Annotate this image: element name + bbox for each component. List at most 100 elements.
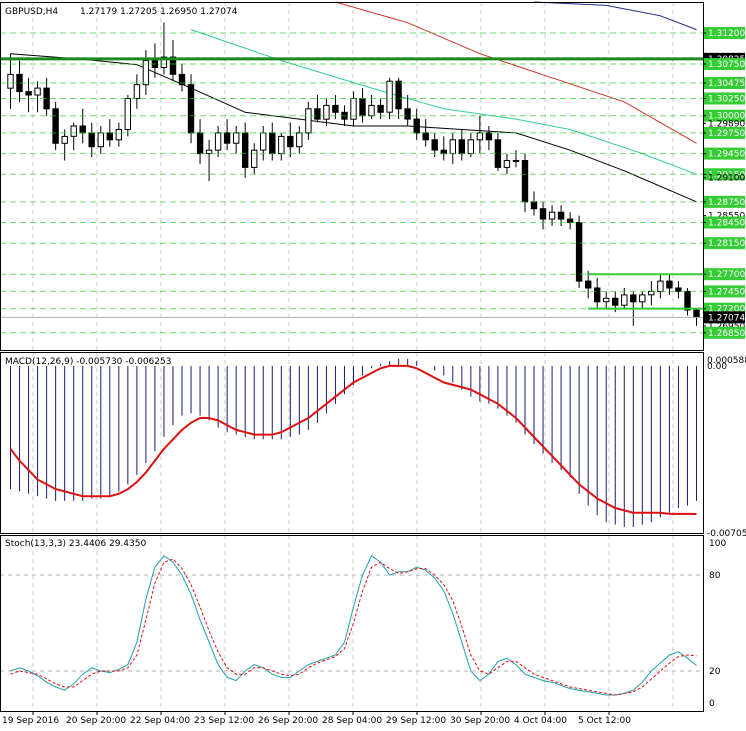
stoch-panel: 100 80 20 0 [0,539,726,709]
price-tick-label: 1.27200 [708,305,745,315]
candle-body [115,129,122,141]
candle-body [70,125,77,137]
candle-body [368,104,375,117]
price-tag-box [704,311,745,324]
time-tick-label: 20 Sep 20:00 [66,716,126,726]
price-tag-box [704,268,745,281]
price-tag-box [704,147,745,160]
horizontal-levels [0,32,737,334]
candle-body [422,132,429,141]
stoch-tick-label: 100 [709,539,726,549]
candle-body [124,98,131,130]
candle-body [34,87,41,96]
time-axis: 19 Sep 2016 20 Sep 20:00 22 Sep 04:00 23 Se… [2,711,631,726]
candle-body [386,80,393,113]
price-axis: 1.312001.308251.307501.304751.302501.300… [703,27,745,339]
candle-body [305,108,312,134]
candle-body [251,149,258,168]
candle-body [79,125,86,134]
candle-body [377,104,384,113]
time-tick-label: 22 Sep 04:00 [130,716,190,726]
panel-border [0,2,704,351]
price-tick-label: 1.29100 [708,174,745,184]
macd-label: MACD(12,26,9) -0.005730 -0.006253 [5,357,171,367]
candle-body [548,211,556,220]
price-tick-label: 1.29750 [708,129,745,139]
candle-body [278,135,285,155]
candle-body [458,139,466,155]
price-tick-label: 1.30475 [708,79,745,89]
candle-body [467,139,475,155]
symbol-label: GBPUSD,H4 [5,7,58,17]
time-tick-label: 5 Oct 12:00 [578,716,631,726]
candle-body [404,108,411,120]
candle-body [205,149,213,155]
candle-body [630,294,637,303]
moving-average-line [533,1,697,31]
price-tick-label: 1.28750 [708,198,745,208]
price-tag-box [704,237,745,250]
candle-body [314,108,321,120]
price-tick-label: 1.26850 [708,329,745,339]
candle-body [233,132,240,144]
candle-body [539,208,547,220]
candle-body [25,91,32,96]
candle-body [287,135,294,148]
candle-body [169,56,177,75]
candle-body [296,132,303,148]
stoch-signal-line [10,558,697,696]
price-tag-box [704,109,745,122]
candle-body [657,280,664,292]
candle-body [621,294,628,306]
price-tag-box [704,76,745,89]
candle-body [575,222,583,282]
stoch-tick-label: 0 [709,699,715,709]
stoch-tick-label: 80 [709,571,721,581]
macd-signal-line [9,364,697,515]
stoch-tick-label: 20 [709,667,721,677]
price-tick-label: 1.29150 [708,170,745,180]
price-tick-label: 1.31200 [708,29,745,39]
candle-body [269,132,276,155]
price-tag-box [704,195,745,208]
candle-body [242,132,249,168]
candle-body [97,132,104,148]
time-tick-label: 29 Sep 12:00 [386,716,446,726]
candle-body [196,132,204,155]
candle-body [494,139,502,168]
price-tag-box [704,168,745,181]
time-tick-label: 19 Sep 2016 [2,716,59,726]
price-tick-label: 1.27450 [708,287,745,297]
price-tick-label: 1.29890 [708,119,745,129]
candle-body [512,160,520,162]
price-tag-box [704,92,745,105]
candle-body [359,98,366,117]
macd-tick-label: 0.00 [707,362,727,372]
candle-body [449,139,457,155]
candle-body [323,104,330,120]
price-tick-label: 1.27700 [708,270,745,280]
candle-body [585,280,592,289]
candle-body [675,287,682,292]
price-tag-box [704,58,745,71]
panel-border [0,535,704,712]
stoch-main-line [10,555,697,696]
candle-body [106,132,113,141]
price-tag-box [704,126,745,139]
candle-body [639,294,646,303]
time-tick-label: 26 Sep 20:00 [258,716,318,726]
price-tick-label: 1.27074 [708,313,745,323]
candle-body [61,135,68,144]
price-tick-label: 1.28450 [708,219,745,229]
candle-body [142,60,150,86]
candle-body [566,218,574,224]
candle-body [603,297,610,303]
candle-body [187,84,195,134]
candle-body [52,108,59,144]
candle-body [332,104,339,113]
candle-body [666,280,673,289]
price-tick-label: 1.30750 [708,60,745,70]
time-tick-label: 23 Sep 12:00 [194,716,254,726]
